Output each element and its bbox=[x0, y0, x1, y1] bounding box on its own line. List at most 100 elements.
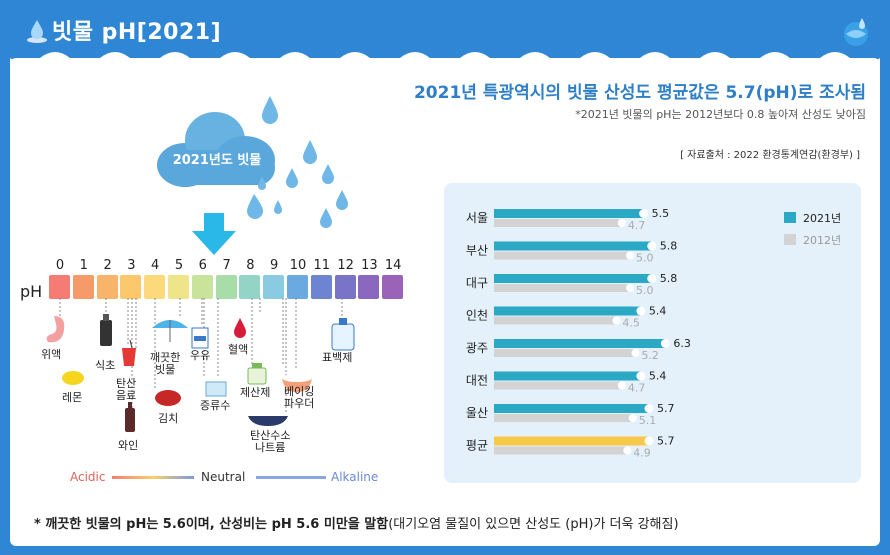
ph-cell-12 bbox=[334, 275, 356, 299]
ph-item-label: 깨끗한 빗물 bbox=[150, 351, 181, 376]
ph-number-13: 13 bbox=[361, 258, 378, 273]
bar-end-dot-2012 bbox=[617, 219, 626, 227]
ph-cell-8 bbox=[239, 275, 261, 299]
alkaline-label: Alkaline bbox=[331, 470, 379, 484]
category-label: 서울 bbox=[466, 211, 488, 225]
bar-end-dot-2012 bbox=[612, 316, 621, 325]
bar-2021 bbox=[494, 209, 644, 218]
bar-end-dot-2021 bbox=[647, 274, 657, 283]
bar-2012 bbox=[494, 381, 622, 390]
neutral-label: Neutral bbox=[201, 470, 246, 484]
ph-number-4: 4 bbox=[151, 258, 160, 273]
bar-end-dot-2012 bbox=[617, 381, 626, 390]
bar-end-dot-2021 bbox=[636, 306, 646, 316]
ph-item-label: 혈액 bbox=[228, 343, 249, 356]
ph-number-7: 7 bbox=[222, 258, 231, 273]
value-label-2012: 5.0 bbox=[636, 284, 654, 297]
acidity-gradient-bar bbox=[112, 476, 326, 479]
page-title: 빗물 pH[2021] bbox=[52, 20, 222, 45]
ph-item-label: 탄산 음료 bbox=[116, 377, 137, 402]
bar-end-dot-2012 bbox=[623, 446, 632, 455]
ph-number-0: 0 bbox=[55, 258, 65, 273]
ph-cell-7 bbox=[215, 275, 237, 299]
value-label-2021: 5.8 bbox=[660, 272, 678, 285]
wine-bottle-icon bbox=[125, 402, 135, 432]
bar-2012 bbox=[494, 414, 633, 422]
category-label: 평균 bbox=[466, 439, 488, 453]
raindrop-icons bbox=[247, 96, 348, 228]
bar-end-dot-2012 bbox=[628, 414, 637, 422]
footnote: * 깨끗한 빗물의 pH는 5.6이며, 산성비는 pH 5.6 미만을 말함(… bbox=[34, 513, 679, 532]
water-bottle-icon bbox=[205, 381, 227, 397]
legend-label-2021: 2021년 bbox=[803, 212, 841, 225]
footnote-main: * 깨끗한 빗물의 pH는 5.6이며, 산성비는 pH 5.6 미만을 말함 bbox=[34, 517, 389, 532]
legend-swatch-2012 bbox=[784, 234, 796, 245]
bar-2021 bbox=[494, 241, 652, 251]
ph-number-2: 2 bbox=[103, 258, 112, 273]
blood-drop-icon bbox=[234, 318, 246, 338]
water-drop-icon bbox=[27, 20, 47, 43]
value-label-2021: 5.5 bbox=[652, 207, 670, 220]
bar-2021 bbox=[494, 339, 666, 348]
antacid-bottle-icon bbox=[247, 363, 267, 385]
category-label: 울산 bbox=[466, 406, 488, 420]
ph-number-1: 1 bbox=[79, 258, 88, 273]
value-label-2012: 4.7 bbox=[628, 219, 646, 232]
ph-cell-2 bbox=[96, 275, 118, 299]
category-label: 대전 bbox=[466, 374, 488, 388]
ph-cell-11 bbox=[310, 275, 332, 299]
bar-2012 bbox=[494, 316, 617, 325]
ph-number-12: 12 bbox=[337, 258, 354, 273]
category-label: 부산 bbox=[466, 244, 488, 258]
footnote-detail: (대기오염 물질이 있으면 산성도 (pH)가 더욱 강해짐) bbox=[388, 517, 679, 532]
value-label-2021: 5.7 bbox=[657, 402, 675, 415]
soda-cup-icon bbox=[122, 339, 136, 366]
ph-item-label: 레몬 bbox=[62, 391, 83, 404]
ph-item-label: 김치 bbox=[158, 412, 179, 425]
value-label-2021: 5.8 bbox=[660, 240, 678, 253]
value-label-2021: 6.3 bbox=[673, 337, 691, 350]
ph-item-label: 위액 bbox=[41, 348, 62, 361]
cloud-icon bbox=[157, 112, 275, 187]
umbrella-icon bbox=[152, 320, 188, 342]
ph-cell-10 bbox=[287, 275, 308, 299]
ph-cell-4 bbox=[144, 275, 166, 299]
ph-cell-13 bbox=[358, 275, 380, 299]
category-label: 인천 bbox=[466, 308, 488, 323]
value-label-2012: 5.0 bbox=[636, 252, 654, 265]
bar-2012 bbox=[494, 219, 622, 227]
vinegar-bottle-icon bbox=[100, 314, 112, 346]
stomach-icon bbox=[46, 316, 65, 343]
bar-2021 bbox=[494, 404, 650, 413]
legend-swatch-2021 bbox=[784, 212, 796, 223]
bar-end-dot-2012 bbox=[626, 284, 634, 292]
value-label-2012: 5.2 bbox=[641, 349, 659, 362]
wave-border bbox=[10, 52, 880, 74]
ph-number-8: 8 bbox=[246, 258, 255, 273]
ph-item-label: 제산제 bbox=[240, 386, 271, 399]
legend-label-2012: 2012년 bbox=[803, 234, 841, 247]
category-label: 대구 bbox=[466, 276, 488, 290]
bleach-bottle-icon bbox=[331, 318, 355, 351]
ph-number-3: 3 bbox=[127, 258, 136, 273]
bar-2012 bbox=[494, 446, 628, 455]
ph-item-label: 증류수 bbox=[200, 399, 231, 412]
ph-cell-9 bbox=[263, 275, 285, 299]
baking-powder-bowl-icon bbox=[282, 374, 312, 392]
ph-number-5: 5 bbox=[174, 258, 184, 273]
bar-2012 bbox=[494, 251, 630, 260]
down-arrow-icon bbox=[192, 213, 236, 255]
bar-end-dot-2012 bbox=[626, 251, 634, 260]
chart-panel bbox=[444, 183, 861, 483]
bar-end-dot-2021 bbox=[636, 371, 646, 381]
bar-end-dot-2021 bbox=[647, 241, 657, 251]
bar-2012 bbox=[494, 349, 636, 357]
bar-end-dot-2021 bbox=[660, 339, 670, 348]
ph-number-10: 10 bbox=[289, 258, 307, 273]
ph-item-illustrations bbox=[46, 298, 355, 432]
value-label-2012: 4.7 bbox=[628, 382, 646, 395]
milk-carton-icon bbox=[191, 327, 209, 349]
ph-item-label: 식초 bbox=[95, 359, 116, 372]
ph-cell-0 bbox=[49, 275, 70, 299]
headline: 2021년 특광역시의 빗물 산성도 평균값은 5.7(pH)로 조사됨 bbox=[413, 83, 866, 103]
